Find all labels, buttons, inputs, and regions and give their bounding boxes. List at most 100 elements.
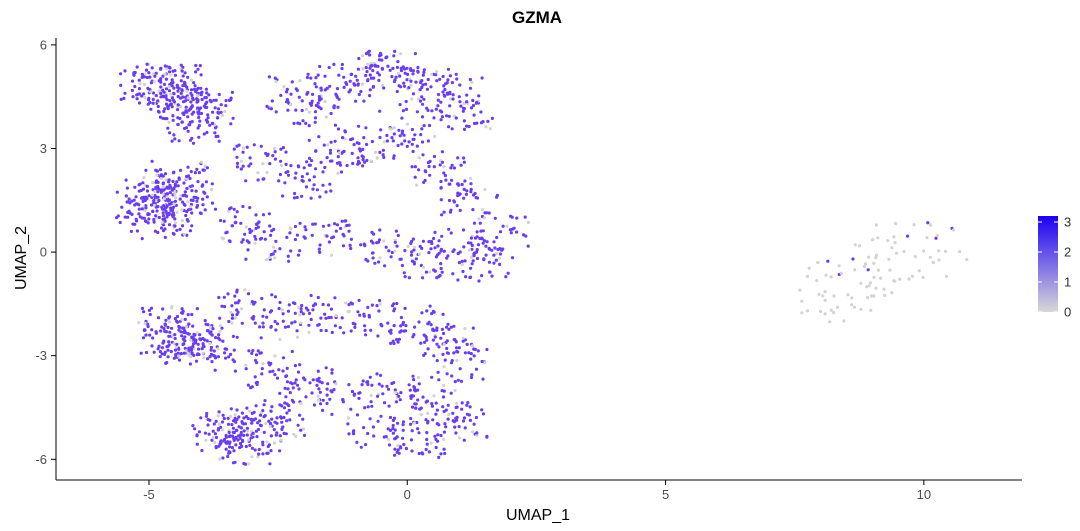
cell-point (163, 235, 167, 239)
cell-point (140, 207, 144, 211)
cell-point (183, 335, 187, 339)
cell-point (307, 178, 312, 182)
cell-point (295, 195, 299, 200)
cell-point (135, 229, 139, 233)
cell-point (268, 363, 272, 367)
cell-point (144, 68, 149, 72)
cell-point (379, 53, 383, 57)
cell-point (407, 276, 411, 280)
cell-point (233, 413, 237, 417)
cell-point (177, 324, 181, 329)
cell-point (493, 246, 497, 250)
cell-point (167, 198, 171, 202)
cell-point (207, 93, 211, 97)
cell-point (393, 388, 397, 392)
cell-point (432, 310, 436, 314)
cell-point (465, 403, 469, 407)
cell-point (197, 171, 201, 175)
cell-point (430, 109, 434, 113)
cell-point (469, 352, 473, 356)
cell-point (319, 402, 323, 406)
cell-point (462, 160, 466, 164)
cell-point (402, 84, 407, 88)
cell-point (205, 130, 209, 135)
cell-point (202, 104, 206, 108)
cell-point (490, 116, 494, 120)
cell-point (142, 310, 146, 314)
cell-point (177, 177, 181, 181)
cell-point (479, 229, 483, 233)
cell-point (145, 189, 150, 193)
cell-point (430, 312, 434, 316)
cell-point (335, 87, 340, 91)
cell-point (148, 75, 152, 79)
cell-point (439, 266, 443, 271)
cell-point (243, 288, 247, 292)
cell-point (445, 372, 449, 376)
cell-point (424, 82, 428, 86)
cell-point (250, 300, 254, 304)
cell-point (468, 405, 472, 409)
cell-point (418, 88, 422, 92)
cell-point (217, 444, 221, 448)
cell-point (161, 192, 165, 196)
cell-point (429, 72, 434, 76)
cell-point (296, 383, 300, 387)
cell-point (243, 232, 247, 236)
cell-point (260, 296, 264, 301)
cell-point (467, 413, 471, 417)
cell-point (470, 262, 474, 266)
cell-point (347, 383, 351, 387)
cell-point (389, 255, 393, 259)
cell-point (492, 253, 496, 257)
cell-point (209, 187, 213, 192)
cell-point (131, 95, 135, 99)
cell-point (192, 81, 196, 85)
cell-point (299, 428, 303, 432)
cell-point (449, 231, 453, 235)
cell-point (234, 435, 238, 439)
cell-point (357, 92, 361, 97)
cell-point (212, 349, 216, 353)
cell-point (181, 326, 185, 330)
y-tick-label: -3 (35, 348, 47, 363)
cell-point (176, 351, 180, 355)
cell-point (286, 173, 291, 177)
cell-point (316, 295, 320, 300)
cell-point (279, 159, 283, 163)
cell-point (452, 338, 456, 342)
cell-point (261, 443, 265, 447)
cell-point (168, 131, 172, 135)
cell-point (361, 155, 365, 159)
cell-point (162, 327, 166, 331)
cell-point (281, 356, 286, 360)
cell-point (173, 73, 177, 77)
legend-label: 2 (1064, 245, 1071, 260)
cell-point (250, 421, 254, 425)
cell-point (898, 277, 902, 281)
cell-point (869, 294, 874, 298)
cell-point (160, 220, 164, 224)
cell-point (162, 197, 166, 201)
cell-point (420, 311, 424, 315)
cell-point (139, 351, 143, 355)
cell-point (227, 430, 231, 434)
cell-point (481, 241, 485, 245)
cell-point (388, 68, 392, 72)
cell-point (410, 429, 414, 433)
cell-point (214, 435, 219, 440)
cell-point (431, 338, 435, 342)
cell-point (313, 82, 317, 86)
cell-point (235, 335, 239, 339)
cell-point (405, 144, 409, 148)
cell-point (188, 362, 192, 366)
cell-point (211, 436, 215, 440)
cell-point (457, 183, 461, 187)
cell-point (232, 207, 236, 211)
cell-point (417, 451, 421, 456)
cell-point (443, 358, 447, 362)
cell-point (414, 402, 418, 406)
cell-point (137, 207, 141, 211)
cell-point (367, 313, 371, 317)
cell-point (281, 425, 285, 429)
